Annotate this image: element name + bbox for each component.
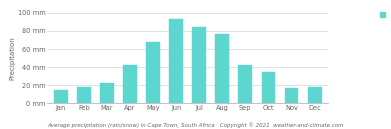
Y-axis label: Precipitation: Precipitation <box>9 36 15 80</box>
Bar <box>215 34 229 103</box>
Legend: Precipitation: Precipitation <box>380 12 391 18</box>
Bar <box>262 72 275 103</box>
Text: Average precipitation (rain/snow) in Cape Town, South Africa   Copyright © 2021 : Average precipitation (rain/snow) in Cap… <box>47 122 344 128</box>
Bar <box>308 87 321 103</box>
Bar <box>100 83 114 103</box>
Bar <box>192 27 206 103</box>
Bar <box>169 19 183 103</box>
Bar <box>77 87 91 103</box>
Bar <box>285 88 298 103</box>
Bar <box>239 65 252 103</box>
Bar <box>123 65 137 103</box>
Bar <box>54 90 68 103</box>
Bar <box>146 42 160 103</box>
